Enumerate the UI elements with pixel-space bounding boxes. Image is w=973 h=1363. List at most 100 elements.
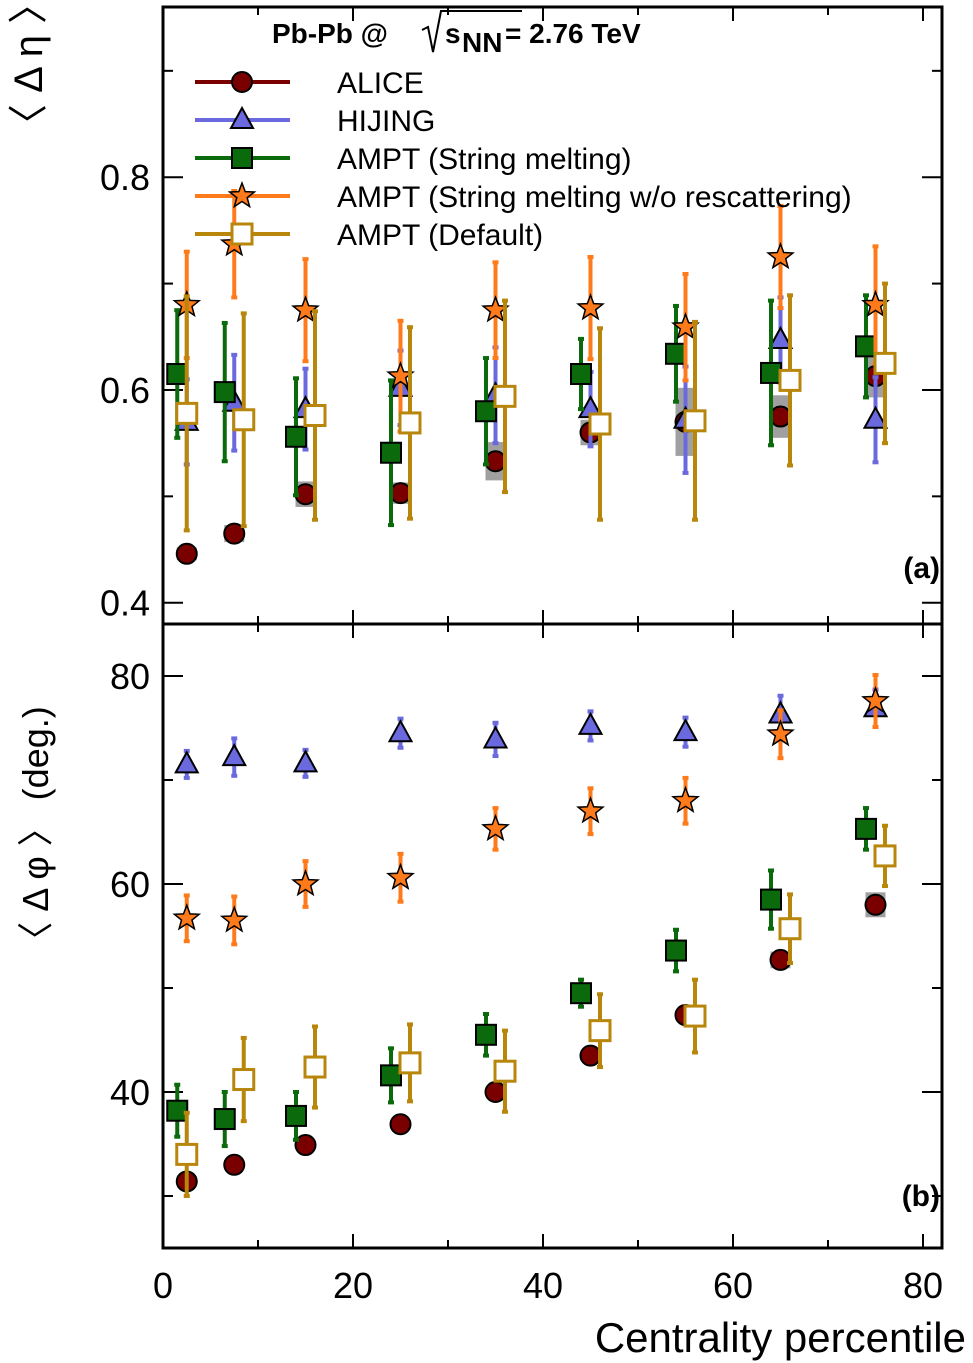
hijing-point <box>862 405 889 429</box>
x-tick-label: 20 <box>333 1265 373 1306</box>
legend-label: AMPT (String melting) <box>337 143 632 176</box>
ampt-string-melting-point <box>213 1108 236 1131</box>
x-axis-title: Centrality percentile <box>595 1314 966 1361</box>
hijing-point <box>174 750 200 774</box>
ampt-default-point <box>303 403 327 427</box>
hijing-point <box>221 743 247 767</box>
ampt-default-point <box>683 1004 707 1028</box>
ampt-default-point <box>398 1051 422 1075</box>
panel-a-y-ticks: 0.4 0.6 0.8 <box>100 69 942 624</box>
ampt-default-point <box>493 384 517 408</box>
panel-a: 0.4 0.6 0.8 (a) 〈 Δ η 〉 <box>7 0 944 626</box>
alice-point <box>175 542 198 565</box>
ampt-string-melting-w-o-rescattering-point <box>766 719 795 747</box>
legend-label: AMPT (Default) <box>337 219 543 252</box>
panel-b-frame <box>161 622 944 1250</box>
ampt-string-melting-point <box>570 363 592 386</box>
panel-a-y-axis-title: 〈 Δ η 〉 <box>7 0 51 144</box>
ampt-string-melting-w-o-rescattering-point <box>291 295 320 323</box>
ampt-default-point <box>873 844 897 868</box>
alice-point <box>769 405 792 428</box>
ampt-default-point <box>232 408 256 432</box>
y-tick-label: 80 <box>110 656 150 697</box>
ampt-string-melting-point <box>855 817 877 840</box>
alice-point <box>579 1044 602 1067</box>
alice-point <box>864 893 887 916</box>
hijing-point <box>577 711 604 735</box>
legend: ALICE HIJING AMPT (String melting) AMPT (St… <box>195 67 852 252</box>
hijing-point <box>292 749 319 773</box>
header-sqrt-subscript: NN <box>462 27 502 58</box>
panel-b-y-ticks: 40 60 80 <box>110 656 942 1197</box>
panel-b-markers <box>166 672 897 1198</box>
ampt-string-melting-w-o-rescattering-point <box>219 905 249 933</box>
ampt-string-melting-point <box>760 888 782 911</box>
ampt-string-melting-w-o-rescattering-point <box>386 862 415 891</box>
ampt-string-melting-point <box>380 441 402 464</box>
panel-b: 40 60 80 (b) 〈 Δ φ 〉 (deg.) <box>15 622 944 1250</box>
ampt-default-point <box>303 1055 327 1079</box>
legend-marker <box>231 147 253 169</box>
legend-label: ALICE <box>337 67 424 100</box>
ampt-default-point <box>493 1059 517 1083</box>
ampt-default-point <box>588 412 612 436</box>
header-sqrt-var: s <box>445 18 461 49</box>
header-system: Pb-Pb @ <box>272 18 388 49</box>
x-tick-label: 40 <box>523 1265 563 1306</box>
alice-point <box>389 482 412 505</box>
x-tick-label: 60 <box>713 1265 753 1306</box>
ampt-string-melting-w-o-rescattering-point <box>861 685 890 714</box>
alice-point <box>389 1113 412 1136</box>
legend-label: HIJING <box>337 105 435 138</box>
alice-point <box>294 1134 317 1157</box>
legend-marker <box>229 105 255 129</box>
ampt-string-melting-point <box>665 342 687 365</box>
ampt-default-point <box>683 409 707 433</box>
ampt-default-point <box>588 1019 612 1043</box>
ampt-string-melting-point <box>570 982 592 1005</box>
ampt-default-point <box>175 401 199 425</box>
alice-point <box>223 522 246 545</box>
ampt-string-melting-w-o-rescattering-point <box>671 785 700 814</box>
ampt-string-melting-w-o-rescattering-point <box>172 903 202 931</box>
ampt-string-melting-w-o-rescattering-point <box>291 868 320 897</box>
legend-label: AMPT (String melting w/o rescattering) <box>337 181 852 214</box>
ampt-string-melting-point <box>665 939 687 962</box>
hijing-point <box>672 718 699 742</box>
ampt-string-melting-point <box>475 400 497 423</box>
ampt-string-melting-point <box>166 363 189 386</box>
header-energy: = 2.76 TeV <box>505 18 641 49</box>
ampt-string-melting-w-o-rescattering-point <box>576 796 605 824</box>
alice-point <box>769 948 792 971</box>
hijing-point <box>767 325 794 349</box>
hijing-point <box>482 725 509 749</box>
x-tick-label: 0 <box>153 1265 173 1306</box>
y-tick-label: 0.4 <box>100 583 150 624</box>
panel-a-frame <box>161 5 944 626</box>
hijing-point <box>387 719 414 743</box>
ampt-string-melting-w-o-rescattering-point <box>576 292 605 321</box>
ampt-default-point <box>232 1068 256 1092</box>
ampt-default-point <box>175 1142 199 1166</box>
ampt-default-point <box>873 351 897 375</box>
ampt-default-point <box>778 917 802 941</box>
panel-a-tag: (a) <box>903 552 940 585</box>
panel-a-markers <box>166 189 897 565</box>
alice-point <box>223 1153 246 1176</box>
collision-header: Pb-Pb @ s NN = 2.76 TeV <box>272 10 641 58</box>
legend-marker <box>227 180 257 209</box>
panel-b-y-axis-title: 〈 Δ φ 〉 (deg.) <box>15 706 56 957</box>
ampt-string-melting-point <box>285 425 307 448</box>
ampt-string-melting-w-o-rescattering-point <box>766 241 795 270</box>
y-tick-label: 60 <box>110 864 150 905</box>
sqrt-sign-icon <box>421 10 522 53</box>
ampt-default-point <box>778 368 802 392</box>
ampt-string-melting-w-o-rescattering-point <box>481 813 510 842</box>
panel-b-tag: (b) <box>902 1180 940 1213</box>
legend-marker <box>231 71 253 93</box>
y-tick-label: 40 <box>110 1072 150 1113</box>
ampt-string-melting-point <box>380 1064 402 1087</box>
legend-marker <box>230 222 254 246</box>
x-axis: 0 20 40 60 80 <box>153 7 943 1306</box>
